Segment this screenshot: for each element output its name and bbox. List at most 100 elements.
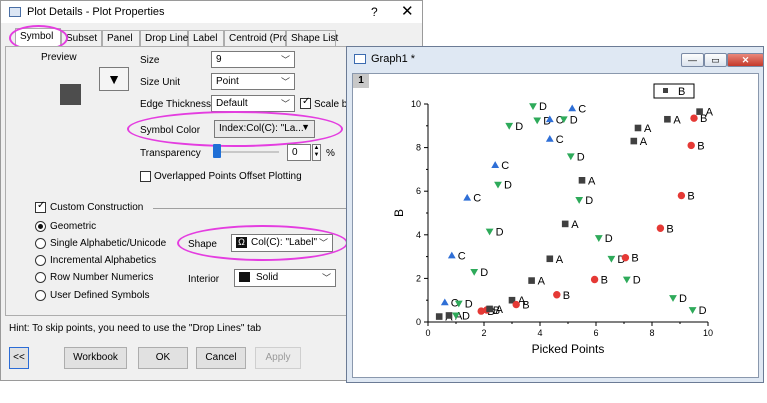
size-value: 9 xyxy=(216,54,222,65)
y-tick-label: 4 xyxy=(416,230,421,240)
y-tick-label: 10 xyxy=(411,99,421,109)
edge-thickness-combo[interactable]: Default ﹀ xyxy=(211,95,295,112)
radio-single-alphabetic-label: Single Alphabetic/Unicode xyxy=(50,238,167,249)
overlapped-offset-checkbox[interactable] xyxy=(140,171,151,182)
minimize-button[interactable]: — xyxy=(681,53,704,67)
transparency-spinner[interactable]: ▲ ▼ xyxy=(312,144,321,161)
data-point-label: D xyxy=(462,310,470,322)
data-point xyxy=(463,193,472,201)
edge-thickness-label: Edge Thickness xyxy=(140,99,211,110)
scale-by-size-checkbox[interactable]: ✓ xyxy=(300,96,311,109)
data-point-label: B xyxy=(631,253,638,265)
scale-by-size-label: Scale by S xyxy=(314,99,362,110)
radio-user-defined-symbols[interactable] xyxy=(35,290,46,301)
data-point-label: D xyxy=(570,114,578,126)
custom-construction-checkbox[interactable]: ✓ xyxy=(35,200,46,213)
data-point xyxy=(470,268,479,276)
symbol-picker-button[interactable]: ▼ xyxy=(99,67,129,91)
tab-centroid[interactable]: Centroid (Pro) xyxy=(224,30,292,46)
transparency-input[interactable]: 0 xyxy=(287,144,311,161)
size-combo[interactable]: 9 ﹀ xyxy=(211,51,295,68)
transparency-slider-thumb[interactable] xyxy=(213,144,221,158)
chevron-down-icon: ﹀ xyxy=(280,55,290,65)
legend-box xyxy=(653,83,695,99)
tab-panel[interactable]: Panel xyxy=(102,30,140,46)
data-point xyxy=(687,141,695,150)
data-point-label: B xyxy=(666,223,673,235)
y-tick-label: 8 xyxy=(416,143,421,153)
restore-button[interactable]: ▭ xyxy=(704,53,727,67)
data-point xyxy=(528,277,535,284)
interior-combo[interactable]: Solid ﹀ xyxy=(234,269,336,287)
tab-label[interactable]: Label xyxy=(188,30,224,46)
restore-icon: ▭ xyxy=(711,55,720,65)
hint-text: Hint: To skip points, you need to use th… xyxy=(9,323,262,334)
size-unit-value: Point xyxy=(216,76,239,87)
size-label: Size xyxy=(140,55,160,66)
data-point-label: D xyxy=(577,151,585,163)
data-point-label: C xyxy=(578,103,586,115)
data-point-label: D xyxy=(617,254,625,266)
dialog-titlebar[interactable] xyxy=(1,1,422,23)
help-button[interactable]: ? xyxy=(371,5,378,19)
data-point xyxy=(669,295,677,302)
layer-badge[interactable]: 1 xyxy=(353,74,369,88)
data-point-label: C xyxy=(451,297,459,309)
shape-highlight xyxy=(177,225,348,261)
data-point xyxy=(494,181,502,189)
data-point-label: B xyxy=(697,140,704,152)
data-point-label: C xyxy=(473,193,481,205)
data-point-label: D xyxy=(504,180,512,192)
solid-swatch-icon xyxy=(239,272,250,283)
data-point xyxy=(452,312,460,320)
preview-swatch xyxy=(60,84,81,105)
transparency-label: Transparency xyxy=(140,148,201,159)
chevron-down-icon: ﹀ xyxy=(280,77,290,87)
data-point-label: B xyxy=(493,305,500,317)
data-point-label: A xyxy=(571,219,579,231)
spin-down-icon: ▼ xyxy=(313,152,320,158)
data-point xyxy=(529,103,537,111)
radio-geometric[interactable] xyxy=(35,221,46,232)
data-point-label: A xyxy=(455,310,463,322)
x-tick-label: 0 xyxy=(425,328,430,338)
y-axis-title: B xyxy=(392,209,406,217)
data-point-label: C xyxy=(556,134,564,146)
data-point xyxy=(545,134,554,142)
triangle-down-icon: ▼ xyxy=(107,71,121,87)
data-point xyxy=(578,177,586,184)
radio-row-number-numerics-label: Row Number Numerics xyxy=(50,272,154,283)
size-unit-combo[interactable]: Point ﹀ xyxy=(211,73,295,90)
data-point-label: D xyxy=(585,195,593,207)
data-point xyxy=(559,116,568,124)
ok-button[interactable]: OK xyxy=(138,347,188,369)
preview-label: Preview xyxy=(41,52,77,63)
apply-button[interactable]: Apply xyxy=(255,347,301,369)
y-tick-label: 2 xyxy=(416,273,421,283)
close-icon[interactable]: ✕ xyxy=(401,3,414,20)
radio-single-alphabetic[interactable] xyxy=(35,238,46,249)
tab-drop-lines[interactable]: Drop Lines xyxy=(140,30,193,46)
radio-row-number-numerics[interactable] xyxy=(35,272,46,283)
data-point-label: B xyxy=(601,274,608,286)
radio-geometric-label: Geometric xyxy=(50,221,97,232)
cancel-button[interactable]: Cancel xyxy=(196,347,246,369)
tab-shape-list[interactable]: Shape List xyxy=(286,30,338,46)
data-point xyxy=(546,255,554,263)
data-point xyxy=(566,153,575,161)
data-point xyxy=(575,197,584,204)
data-point-label: B xyxy=(522,300,529,312)
data-point-label: D xyxy=(605,233,613,245)
collapse-button[interactable]: << xyxy=(9,347,29,369)
data-point xyxy=(664,115,671,123)
data-point xyxy=(561,220,569,228)
workbook-button[interactable]: Workbook xyxy=(64,347,127,369)
radio-incremental-alphabetics[interactable] xyxy=(35,255,46,266)
data-point-label: B xyxy=(700,113,707,125)
chevron-down-icon: ﹀ xyxy=(321,273,331,283)
graph-window: Graph1 * — ▭ ✕ 0 2 4 6 8 10 0 2 4 6 8 10 Picked Poin… xyxy=(346,46,764,383)
x-tick-label: 6 xyxy=(593,328,598,338)
transparency-slider-track[interactable] xyxy=(215,151,279,153)
graph-close-button[interactable]: ✕ xyxy=(727,53,764,67)
data-point xyxy=(533,117,542,125)
